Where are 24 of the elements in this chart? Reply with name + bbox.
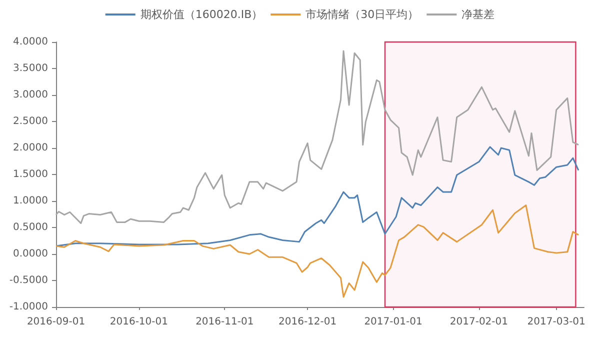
y-tick-label: 3.5000 <box>13 63 48 74</box>
x-tick-label: 2017-01-01 <box>364 316 422 328</box>
x-tick-label: 2016-12-01 <box>278 316 337 328</box>
y-tick-label: -0.5000 <box>9 275 48 286</box>
y-tick-label: 2.5000 <box>13 116 48 127</box>
x-tick-label: 2016-11-01 <box>196 316 254 328</box>
legend-label: 市场情绪（30日平均） <box>306 8 419 21</box>
line-series <box>55 50 580 224</box>
y-tick-label: 0.5000 <box>13 222 48 233</box>
y-tick-label: 1.0000 <box>13 196 48 206</box>
x-tick-label: 2017-03-01 <box>527 316 586 328</box>
x-tick-label: 2017-02-01 <box>450 316 508 328</box>
y-tick-label: 3.0000 <box>13 90 48 100</box>
x-tick-label: 2016-09-01 <box>26 316 86 328</box>
line-series <box>55 204 580 298</box>
legend-label: 期权价值（160020.IB） <box>140 8 263 21</box>
y-tick-label: -1.0000 <box>9 302 48 312</box>
y-tick-label: 1.5000 <box>13 169 48 180</box>
x-tick-label: 2016-10-01 <box>110 316 168 328</box>
y-tick-label: 2.0000 <box>13 142 48 154</box>
y-tick-label: 4.0000 <box>13 36 48 48</box>
line-series <box>55 146 580 247</box>
y-tick-label: 0.0000 <box>13 248 48 260</box>
legend-label: 净基差 <box>462 8 495 21</box>
